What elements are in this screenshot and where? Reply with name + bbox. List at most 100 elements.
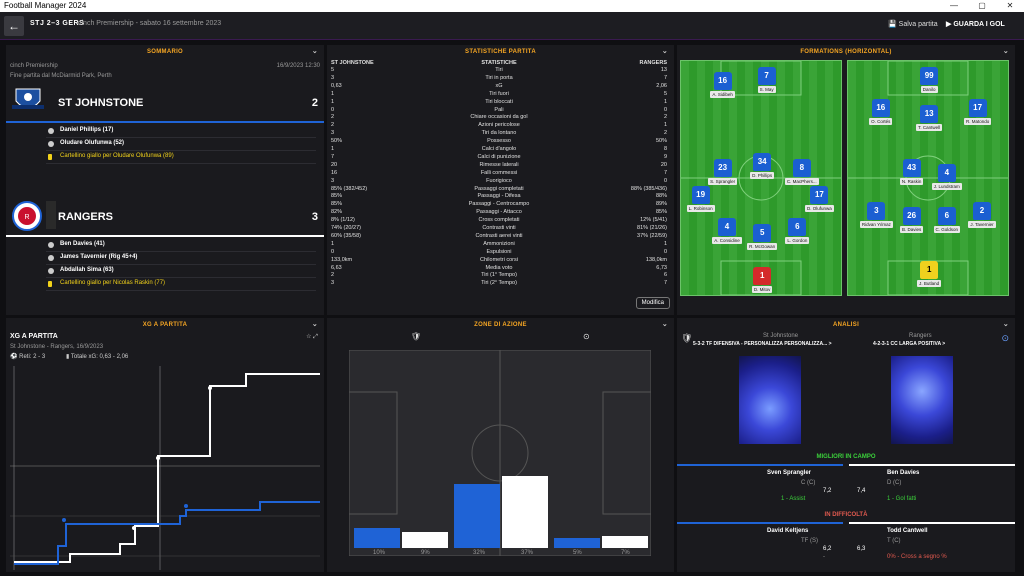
stat-away: 2: [663, 130, 667, 137]
event-item[interactable]: Ben Davies (41): [60, 241, 105, 247]
away-team-name[interactable]: RANGERS: [58, 211, 114, 223]
player-name: D. Mitov: [751, 285, 773, 293]
player-marker[interactable]: 13 T. Cantwell: [909, 104, 949, 131]
stat-label: Contrasti aerei vinti: [475, 232, 523, 239]
modify-button[interactable]: Modifica: [635, 297, 670, 309]
maximize-icon[interactable]: ▢: [978, 1, 986, 10]
player-marker[interactable]: 1 D. Mitov: [742, 266, 782, 293]
chevron-down-icon[interactable]: ⌄: [1002, 48, 1009, 55]
stat-home: 2: [331, 122, 335, 129]
chevron-down-icon[interactable]: ⌄: [661, 48, 668, 55]
stat-row: 1 Tiri bloccati 1: [331, 99, 667, 105]
player-marker[interactable]: 34 D. Phillips: [742, 153, 782, 180]
player-name: D. Olufunwa: [805, 204, 834, 212]
event-divider: [46, 277, 316, 278]
save-match-button[interactable]: 💾 Salva partita: [888, 21, 938, 28]
match-header: ← STJ 2–3 GERS cinch Premiership - sabat…: [0, 12, 1024, 40]
player-marker[interactable]: 6 C. Goldson: [927, 207, 967, 234]
worst-home-name[interactable]: David Keltjens: [767, 528, 809, 534]
analysis-away-team: Rangers: [909, 333, 932, 339]
best-away-rating: 7,4: [857, 488, 866, 494]
shirt-icon: 16: [713, 72, 732, 91]
player-marker[interactable]: 43 N. Raskin: [892, 158, 932, 185]
st-johnstone-crest-icon: [10, 85, 46, 115]
stat-away: 85%: [655, 209, 667, 216]
stat-away: 88%: [655, 193, 667, 200]
stat-away: 138,0km: [645, 256, 667, 263]
stat-row: 85% (382/452) Passaggi completati 88% (385…: [331, 186, 667, 192]
stat-row: 2 Chiare occasioni da gol 2: [331, 114, 667, 120]
shirt-icon: 26: [902, 207, 921, 226]
event-item[interactable]: James Tavernier (Rig 45+4): [60, 254, 138, 260]
player-name: Ridvan Yılmaz: [859, 221, 893, 228]
chevron-down-icon[interactable]: ⌄: [311, 321, 318, 328]
stat-label: Media voto: [485, 264, 513, 271]
player-marker[interactable]: 4 A. Considine: [707, 218, 747, 245]
stat-label: Passaggi - Difesa: [477, 193, 521, 200]
stat-home: 8% (1/12): [331, 217, 355, 224]
player-marker[interactable]: 17 D. Olufunwa: [799, 185, 839, 212]
chevron-down-icon[interactable]: ⌄: [1002, 321, 1009, 328]
svg-text:R: R: [24, 214, 29, 221]
watch-goals-button[interactable]: ▶ GUARDA I GOL: [946, 21, 1005, 28]
player-marker[interactable]: 16 O. Cortés: [861, 99, 901, 126]
player-marker[interactable]: 8 C. MacPhers...: [782, 158, 822, 185]
stat-row: 1 Tiri fuori 5: [331, 91, 667, 97]
player-marker[interactable]: 16 A. Sidibeh: [703, 72, 743, 99]
stat-home: 1: [331, 90, 335, 97]
summary-panel: SOMMARIO ⌄ cinch Premiership 16/9/2023 12…: [6, 45, 324, 315]
player-marker[interactable]: 4 J. Lundstram: [927, 164, 967, 191]
player-marker[interactable]: 7 S. May: [747, 67, 787, 93]
home-goals: 2: [311, 97, 318, 109]
struggling-label: IN DIFFICOLTÀ: [824, 512, 868, 518]
chevron-down-icon[interactable]: ⌄: [661, 321, 668, 328]
worst-home-note: -: [823, 554, 825, 560]
player-marker[interactable]: 3 Ridvan Yılmaz: [856, 202, 896, 228]
player-marker[interactable]: 19 L. Robinson: [681, 185, 721, 212]
event-item[interactable]: Daniel Phillips (17): [60, 127, 114, 133]
player-marker[interactable]: 17 R. Matondo: [958, 99, 998, 126]
player-marker[interactable]: 5 R. McGowan: [742, 223, 782, 250]
stat-away: 1: [663, 122, 667, 129]
home-team-name[interactable]: ST JOHNSTONE: [58, 97, 144, 109]
player-name: J. Tavernier: [968, 221, 996, 228]
stat-home: 20: [331, 161, 338, 168]
event-item[interactable]: Oludare Olufunwa (52): [60, 140, 125, 146]
stat-away: 7: [663, 169, 667, 176]
stat-row: 3 Tiri da lontano 2: [331, 130, 667, 136]
best-away-name[interactable]: Ben Davies: [887, 470, 920, 476]
best-home-name[interactable]: Sven Sprangler: [767, 470, 812, 476]
worst-away-name[interactable]: Todd Cantwell: [887, 528, 928, 534]
analysis-panel: ANALISI ⌄ 🛡 ⊙ St Johnstone Rangers 5-3-2 …: [677, 318, 1015, 572]
zone-away-pct: 9%: [421, 550, 430, 556]
player-marker[interactable]: 2 J. Tavernier: [962, 202, 1002, 228]
away-tactic-link[interactable]: 4-2-3-1 CC LARGA POSITIVA >: [873, 341, 946, 347]
col-home: ST JOHNSTONE: [331, 60, 374, 66]
player-marker[interactable]: 6 L. Gordon: [777, 218, 817, 245]
stat-row: 3 Tiri in porta 7: [331, 75, 667, 81]
event-item[interactable]: Abdallah Sima (63): [60, 267, 114, 273]
stat-away: 89%: [655, 201, 667, 208]
stat-label: Tiri in porta: [485, 74, 513, 81]
player-marker[interactable]: 1 J. Butland: [909, 261, 949, 288]
stat-away: 12% (5/41): [640, 217, 667, 224]
stat-row: 2 Tiri (1° Tempo) 6: [331, 272, 667, 278]
venue: Fine partita dal McDiarmid Park, Perth: [10, 73, 112, 79]
stat-label: Tiri fuori: [489, 90, 509, 97]
minimize-icon[interactable]: —: [950, 1, 958, 10]
stat-away: 6,73: [656, 264, 667, 271]
star-icon[interactable]: ☆ ⤢: [306, 334, 318, 340]
player-marker[interactable]: 26 B. Davies: [892, 207, 932, 234]
player-marker[interactable]: 23 S. Sprangler: [703, 158, 743, 185]
home-tactic-link[interactable]: 5-3-2 TF DIFENSIVA - PERSONALIZZA PERSON…: [693, 341, 832, 347]
close-icon[interactable]: ✕: [1006, 1, 1014, 10]
chevron-down-icon[interactable]: ⌄: [311, 48, 318, 55]
stat-label: Azioni pericolose: [478, 122, 520, 129]
stat-home: 5: [331, 67, 335, 73]
player-marker[interactable]: 99 Danilo: [909, 67, 949, 93]
back-button[interactable]: ←: [4, 16, 24, 36]
event-item[interactable]: Cartellino giallo per Oludare Olufunwa (…: [60, 153, 174, 159]
worst-away-note: 0% - Cross a segno %: [887, 554, 947, 560]
stat-label: Tiri (1° Tempo): [481, 272, 517, 279]
event-item[interactable]: Cartellino giallo per Nicolas Raskin (77…: [60, 280, 166, 286]
